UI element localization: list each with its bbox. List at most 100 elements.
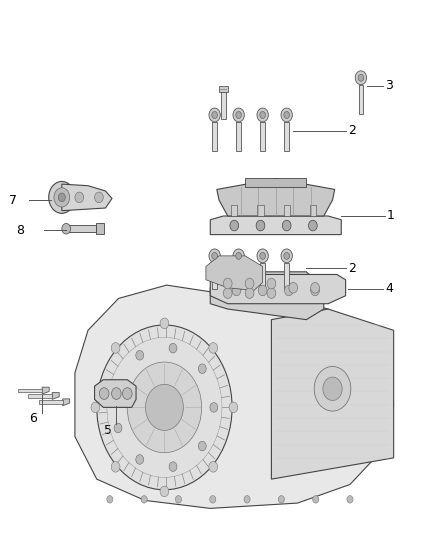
Polygon shape	[42, 387, 49, 394]
Text: 5: 5	[104, 424, 112, 437]
Text: 4: 4	[385, 282, 393, 295]
Circle shape	[284, 111, 290, 118]
Polygon shape	[219, 86, 228, 92]
Text: 2: 2	[348, 124, 356, 138]
Polygon shape	[359, 85, 363, 114]
Circle shape	[212, 253, 218, 260]
Polygon shape	[210, 274, 346, 304]
Circle shape	[236, 253, 241, 260]
Circle shape	[314, 367, 351, 411]
Polygon shape	[237, 122, 241, 151]
Polygon shape	[285, 263, 289, 289]
Circle shape	[99, 387, 109, 399]
Circle shape	[245, 278, 254, 289]
Polygon shape	[212, 263, 217, 289]
Circle shape	[236, 111, 241, 118]
Circle shape	[233, 249, 244, 263]
Circle shape	[49, 181, 75, 213]
Circle shape	[127, 362, 201, 453]
Polygon shape	[52, 392, 59, 399]
Polygon shape	[212, 122, 217, 151]
Polygon shape	[284, 205, 290, 216]
Circle shape	[75, 192, 84, 203]
Circle shape	[136, 351, 144, 360]
Bar	[245, 178, 306, 187]
Circle shape	[311, 285, 319, 296]
Circle shape	[230, 220, 239, 231]
Circle shape	[111, 462, 120, 472]
Polygon shape	[39, 400, 63, 404]
Circle shape	[311, 282, 319, 293]
Polygon shape	[285, 122, 289, 151]
Circle shape	[97, 325, 232, 490]
Circle shape	[58, 193, 65, 201]
Polygon shape	[310, 205, 316, 216]
Circle shape	[283, 220, 291, 231]
Text: 1: 1	[387, 209, 395, 222]
Circle shape	[229, 402, 238, 413]
Circle shape	[285, 285, 293, 296]
Circle shape	[112, 387, 121, 399]
Circle shape	[278, 496, 284, 503]
Circle shape	[358, 74, 364, 81]
Polygon shape	[217, 179, 335, 216]
Polygon shape	[231, 205, 237, 216]
Circle shape	[323, 377, 342, 400]
Polygon shape	[272, 309, 394, 479]
Circle shape	[175, 496, 181, 503]
Bar	[96, 223, 104, 234]
Circle shape	[308, 220, 317, 231]
Polygon shape	[28, 394, 52, 398]
Text: 8: 8	[16, 224, 24, 237]
Circle shape	[355, 71, 367, 85]
Text: 6: 6	[29, 412, 37, 425]
Polygon shape	[75, 285, 394, 508]
Polygon shape	[258, 205, 264, 216]
Circle shape	[267, 278, 276, 289]
Circle shape	[245, 288, 254, 298]
Polygon shape	[18, 389, 42, 392]
Circle shape	[209, 108, 220, 122]
Circle shape	[210, 496, 216, 503]
Polygon shape	[62, 184, 112, 211]
Circle shape	[210, 402, 218, 412]
Circle shape	[257, 108, 268, 122]
Circle shape	[223, 288, 232, 298]
Polygon shape	[261, 263, 265, 289]
Polygon shape	[210, 216, 341, 235]
Circle shape	[347, 496, 353, 503]
Circle shape	[114, 382, 122, 392]
Circle shape	[267, 288, 276, 298]
Polygon shape	[63, 399, 70, 406]
Polygon shape	[206, 256, 263, 290]
Circle shape	[313, 496, 319, 503]
Circle shape	[212, 111, 218, 118]
Circle shape	[233, 108, 244, 122]
Circle shape	[62, 223, 71, 234]
Polygon shape	[237, 263, 241, 289]
Circle shape	[256, 220, 265, 231]
Circle shape	[114, 423, 122, 433]
Circle shape	[258, 285, 267, 296]
Circle shape	[284, 253, 290, 260]
Circle shape	[281, 249, 292, 263]
Circle shape	[281, 108, 292, 122]
Circle shape	[198, 364, 206, 374]
Polygon shape	[95, 379, 136, 407]
Polygon shape	[210, 272, 324, 320]
Circle shape	[95, 192, 103, 203]
Circle shape	[289, 282, 297, 293]
Circle shape	[198, 441, 206, 451]
Circle shape	[260, 253, 265, 260]
Circle shape	[209, 462, 218, 472]
Circle shape	[244, 496, 250, 503]
Circle shape	[209, 249, 220, 263]
Circle shape	[111, 343, 120, 353]
Circle shape	[107, 496, 113, 503]
Text: 3: 3	[385, 79, 393, 92]
Text: 2: 2	[348, 262, 356, 274]
Circle shape	[54, 188, 70, 207]
Circle shape	[169, 462, 177, 471]
Circle shape	[209, 343, 218, 353]
Circle shape	[136, 455, 144, 464]
